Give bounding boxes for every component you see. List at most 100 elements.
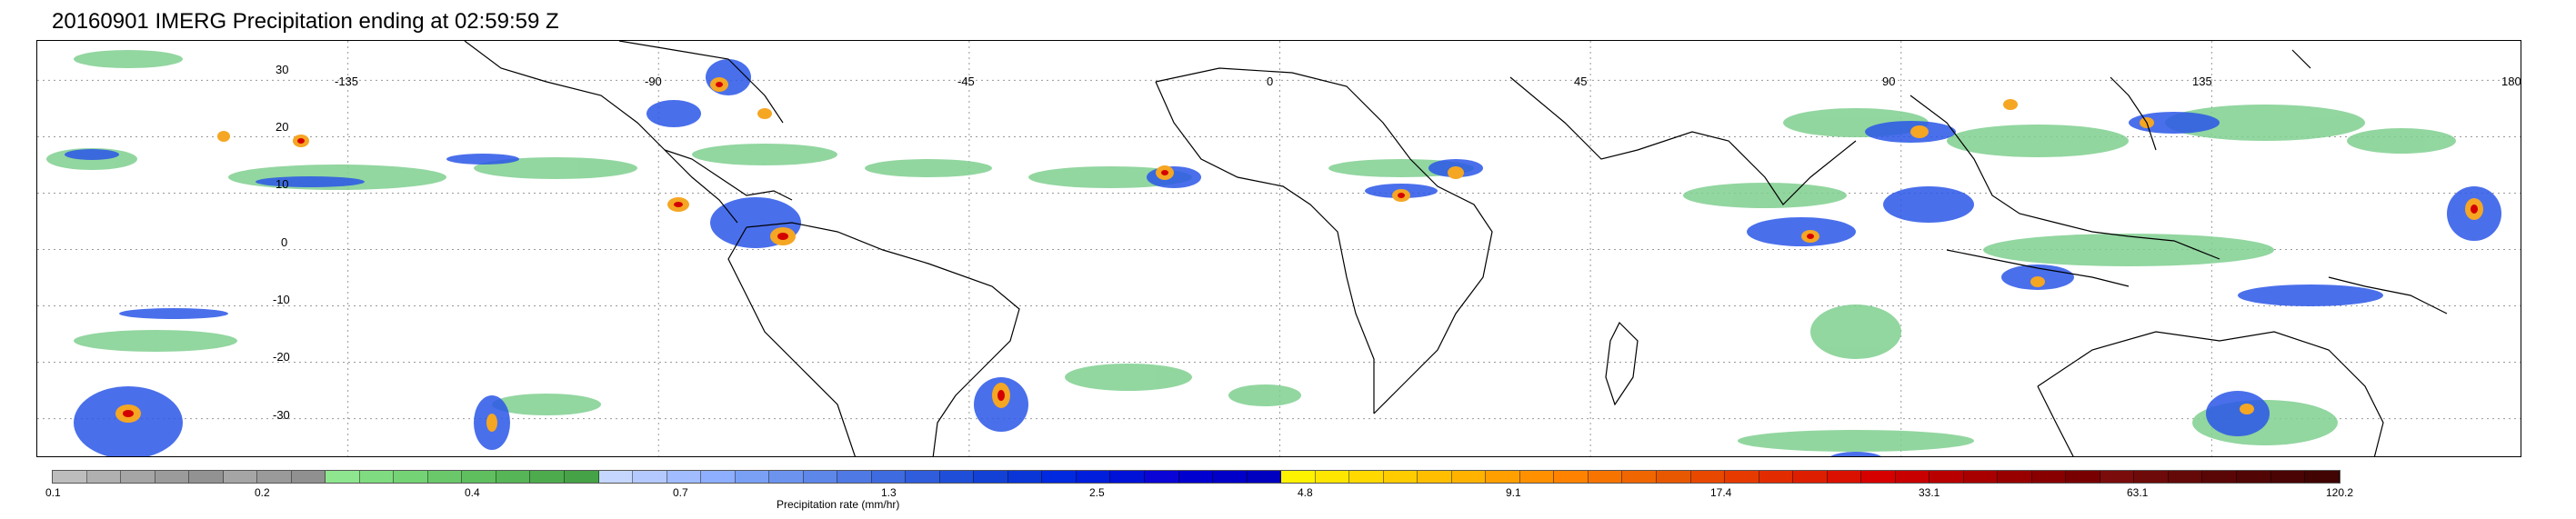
colorbar-segment (1554, 471, 1589, 483)
colorbar-tick: 9.1 (1506, 486, 1521, 499)
precipitation-field (46, 50, 2501, 456)
colorbar-segment (2066, 471, 2100, 483)
lon-label: 180 (2501, 75, 2521, 88)
lon-label: 90 (1882, 75, 1896, 88)
colorbar (52, 470, 2340, 484)
colorbar-segment (1145, 471, 1179, 483)
colorbar-segment (633, 471, 667, 483)
colorbar-segment (1519, 471, 1555, 483)
colorbar-segment (1178, 471, 1214, 483)
colorbar-segment (1929, 471, 1964, 483)
colorbar-segment (530, 471, 565, 483)
colorbar-segment (906, 471, 940, 483)
colorbar-tick: 17.4 (1710, 486, 1732, 499)
colorbar-segment (1725, 471, 1759, 483)
colorbar-segment (667, 471, 702, 483)
colorbar-tick: 33.1 (1919, 486, 1940, 499)
colorbar-segment (1247, 471, 1282, 483)
colorbar-segment (974, 471, 1008, 483)
colorbar-segment (257, 471, 292, 483)
colorbar-segment (496, 471, 531, 483)
colorbar-segment (769, 471, 804, 483)
colorbar-segment (1042, 471, 1077, 483)
colorbar-segment (1281, 471, 1316, 483)
colorbar-segment (1793, 471, 1828, 483)
colorbar-segment (291, 471, 326, 483)
lat-label: 10 (276, 177, 289, 191)
colorbar-segment (1451, 471, 1487, 483)
colorbar-segment (359, 471, 395, 483)
colorbar-segment (121, 471, 155, 483)
colorbar-segment (871, 471, 907, 483)
colorbar-segment (2237, 471, 2271, 483)
colorbar-segment (1383, 471, 1418, 483)
colorbar-tick: 2.5 (1089, 486, 1105, 499)
lat-label: 0 (281, 235, 288, 249)
colorbar-segment (701, 471, 736, 483)
colorbar-segment (1963, 471, 1999, 483)
colorbar-segment (1759, 471, 1794, 483)
lon-label: 135 (2192, 75, 2212, 88)
lon-label: -135 (335, 75, 359, 88)
colorbar-segment (1486, 471, 1520, 483)
lat-label: -10 (273, 293, 290, 306)
colorbar-tick: 1.3 (881, 486, 897, 499)
coastlines (464, 41, 2448, 456)
colorbar-segment (394, 471, 428, 483)
colorbar-segment (1861, 471, 1896, 483)
colorbar-segment (2270, 471, 2306, 483)
map-canvas (37, 41, 2521, 456)
lat-label: -30 (273, 408, 290, 422)
colorbar-segment (1622, 471, 1657, 483)
colorbar-segment (53, 471, 87, 483)
colorbar-segment (326, 471, 360, 483)
colorbar-segment (86, 471, 122, 483)
colorbar-segment (1998, 471, 2032, 483)
colorbar-tick: 4.8 (1298, 486, 1313, 499)
map-title: 20160901 IMERG Precipitation ending at 0… (52, 9, 559, 34)
colorbar-segment (1007, 471, 1043, 483)
lon-label: -45 (957, 75, 975, 88)
colorbar-tick: 0.2 (255, 486, 270, 499)
colorbar-segment (2168, 471, 2203, 483)
colorbar-segment (1213, 471, 1248, 483)
lat-label: -20 (273, 350, 290, 364)
colorbar-segment (1076, 471, 1111, 483)
colorbar-tick: 0.7 (673, 486, 688, 499)
colorbar-segment (189, 471, 224, 483)
lat-label: 30 (276, 63, 289, 76)
colorbar-segment (462, 471, 496, 483)
colorbar-segment (1895, 471, 1930, 483)
colorbar-segment (564, 471, 599, 483)
colorbar-segment (1110, 471, 1145, 483)
colorbar-segment (598, 471, 634, 483)
colorbar-segment (1690, 471, 1726, 483)
colorbar-segment (2031, 471, 2067, 483)
colorbar-tick: 120.2 (2326, 486, 2354, 499)
colorbar-segment (1349, 471, 1384, 483)
colorbar-segment (427, 471, 463, 483)
colorbar-segment (1315, 471, 1350, 483)
colorbar-segment (2202, 471, 2237, 483)
colorbar-label: Precipitation rate (mm/hr) (777, 498, 900, 511)
colorbar-segment (155, 471, 190, 483)
colorbar-segment (735, 471, 770, 483)
lon-label: 0 (1267, 75, 1274, 88)
lat-label: 20 (276, 120, 289, 134)
colorbar-segment (1656, 471, 1691, 483)
colorbar-tick: 63.1 (2127, 486, 2149, 499)
colorbar-segment (2305, 471, 2340, 483)
colorbar-segment (939, 471, 975, 483)
colorbar-segment (1827, 471, 1862, 483)
colorbar-segment (1588, 471, 1623, 483)
precipitation-map: -135 -90 -45 0 45 90 135 180 30 20 10 0 … (36, 40, 2521, 457)
lon-label: 45 (1574, 75, 1588, 88)
colorbar-tick: 0.4 (465, 486, 480, 499)
lon-label: -90 (645, 75, 662, 88)
colorbar-segment (803, 471, 838, 483)
colorbar-segment (223, 471, 258, 483)
colorbar-segment (2100, 471, 2135, 483)
colorbar-segment (2134, 471, 2169, 483)
colorbar-tick: 0.1 (45, 486, 61, 499)
colorbar-segment (1418, 471, 1452, 483)
